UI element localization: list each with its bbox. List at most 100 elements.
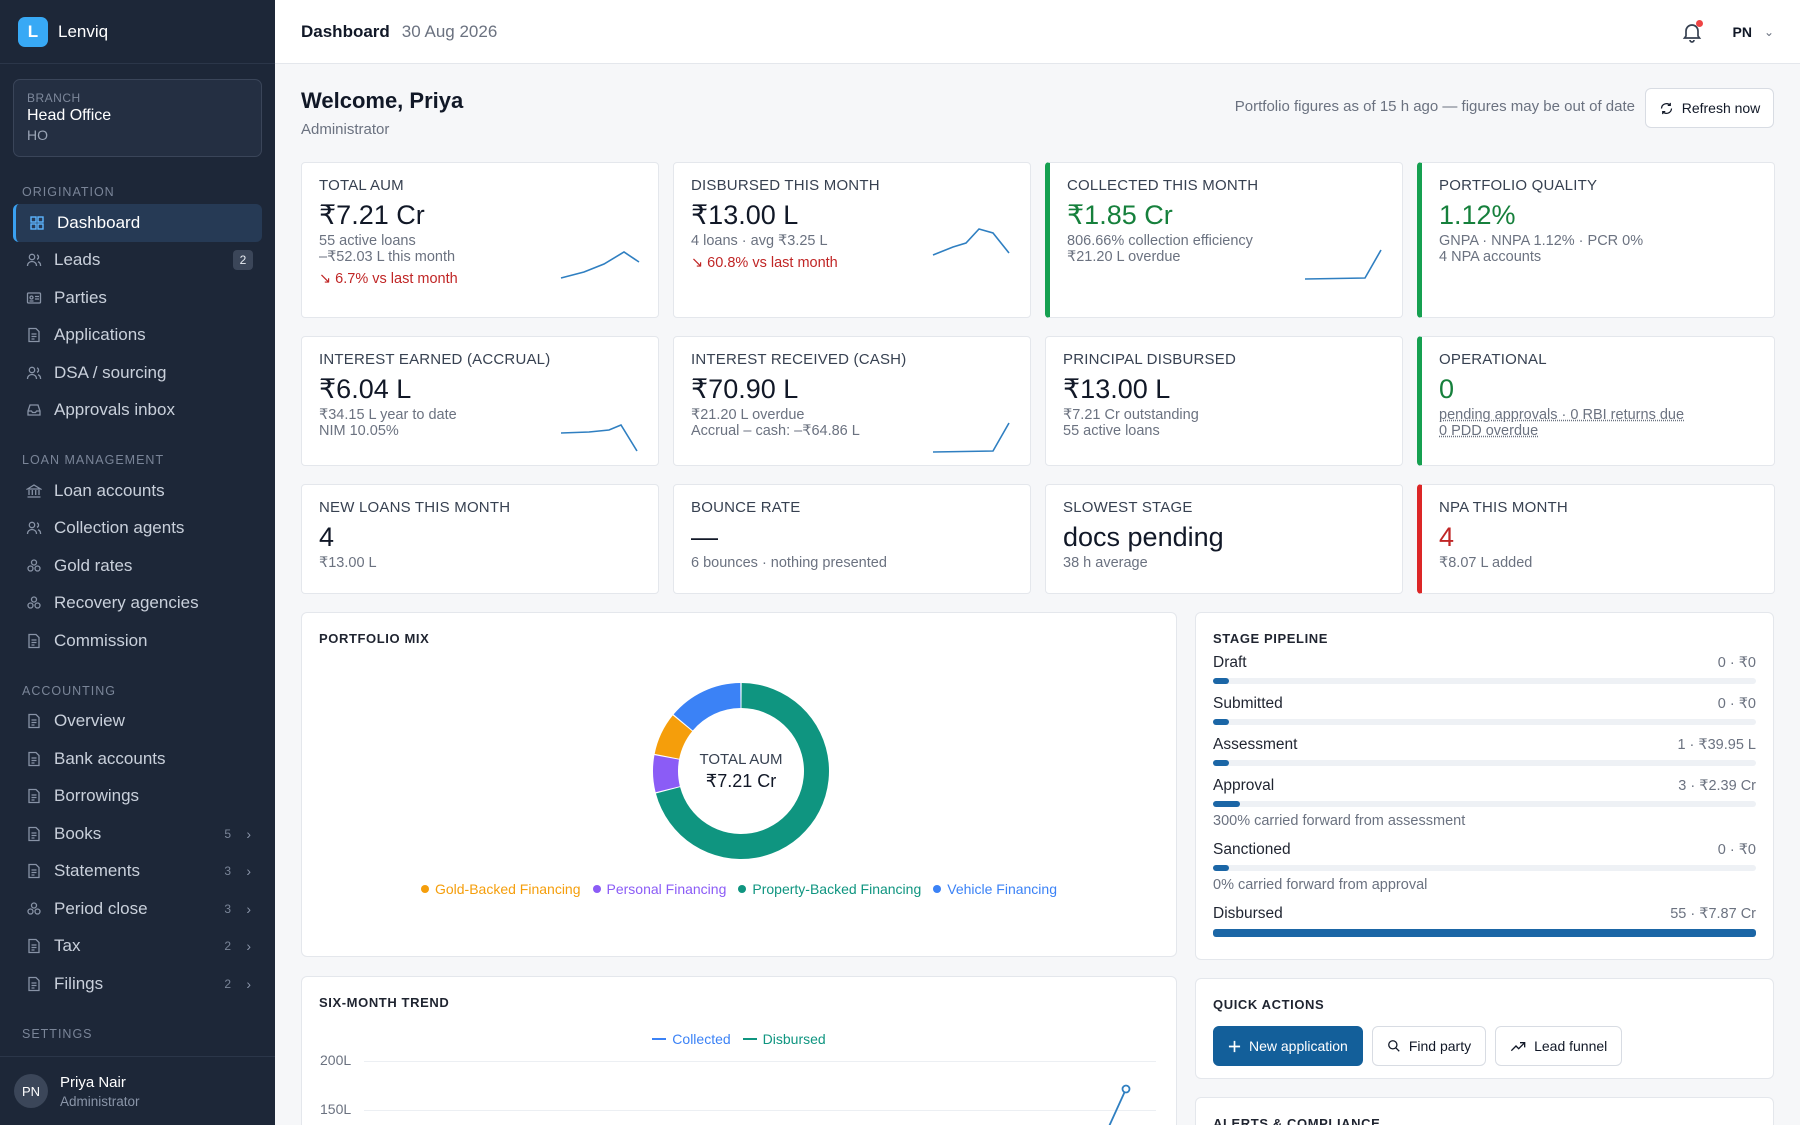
sidebar-item-label: Collection agents [54,518,184,538]
kpi-sub: ₹8.07 L added [1439,555,1757,571]
stage-row-submitted[interactable]: Submitted 0 · ₹0 [1213,695,1756,736]
kpi-label: NPA THIS MONTH [1439,499,1757,516]
trend-legend-item[interactable]: Collected [652,1031,730,1047]
item-count: 2 [224,977,231,991]
sidebar-item-bank-accounts[interactable]: Bank accounts [0,740,275,778]
refresh-button[interactable]: Refresh now [1645,88,1774,128]
pdd-overdue-link[interactable]: 0 PDD overdue [1439,423,1757,439]
sidebar-item-loan-accounts[interactable]: Loan accounts [0,472,275,510]
chevron-right-icon[interactable]: › [246,826,251,842]
kpi-portfolio-quality[interactable]: PORTFOLIO QUALITY 1.12% GNPA · NNPA 1.12… [1417,162,1775,318]
sidebar-item-leads[interactable]: Leads 2 [0,242,275,280]
sidebar-item-filings[interactable]: Filings 2 › [0,965,275,1003]
stage-row-assessment[interactable]: Assessment 1 · ₹39.95 L [1213,736,1756,777]
notifications-button[interactable] [1680,20,1704,44]
operational-link[interactable]: pending approvals · 0 RBI returns due [1439,407,1757,423]
panel-title: SIX-MONTH TREND [319,995,1159,1010]
sidebar-item-recovery-agencies[interactable]: Recovery agencies [0,585,275,623]
sidebar-nav: ORIGINATION Dashboard Leads 2 Parties Applica… [0,171,275,1041]
kpi-label: TOTAL AUM [319,177,641,194]
find-party-button[interactable]: Find party [1372,1026,1486,1066]
legend-dot [933,885,941,893]
y-tick: 150L [320,1101,351,1117]
panel-title: STAGE PIPELINE [1213,631,1756,646]
user-profile[interactable]: PN Priya Nair Administrator [0,1056,275,1125]
kpi-interest-accrual[interactable]: INTEREST EARNED (ACCRUAL) ₹6.04 L ₹34.15… [301,336,659,466]
sidebar-item-applications[interactable]: Applications [0,317,275,355]
branch-code: HO [27,127,248,143]
kpi-bounce-rate[interactable]: BOUNCE RATE — 6 bounces · nothing presen… [673,484,1031,594]
trend-legend-item[interactable]: Disbursed [743,1031,826,1047]
mix-legend-item[interactable]: Gold-Backed Financing [421,881,581,897]
sidebar-item-dsa-sourcing[interactable]: DSA / sourcing [0,354,275,392]
stage-bar-fill [1213,929,1756,937]
stage-note: 300% carried forward from assessment [1213,813,1465,829]
trend-legend: Collected Disbursed [302,1031,1176,1047]
stage-bar-fill [1213,678,1229,684]
kpi-sub: 55 active loans [1063,423,1385,439]
kpi-label: OPERATIONAL [1439,351,1757,368]
kpi-new-loans[interactable]: NEW LOANS THIS MONTH 4 ₹13.00 L [301,484,659,594]
sidebar-item-approvals-inbox[interactable]: Approvals inbox [0,392,275,430]
kpi-slowest-stage[interactable]: SLOWEST STAGE docs pending 38 h average [1045,484,1403,594]
gridline [364,1110,1156,1111]
sidebar-item-books[interactable]: Books 5 › [0,815,275,853]
sidebar-item-collection-agents[interactable]: Collection agents [0,510,275,548]
kpi-label: INTEREST EARNED (ACCRUAL) [319,351,641,368]
count-badge: 2 [233,250,253,270]
kpi-operational[interactable]: OPERATIONAL 0 pending approvals · 0 RBI … [1417,336,1775,466]
sidebar-item-gold-rates[interactable]: Gold rates [0,547,275,585]
branch-label: BRANCH [27,91,248,105]
sidebar-item-parties[interactable]: Parties [0,279,275,317]
user-menu-initials[interactable]: PN [1732,24,1751,40]
stage-bar-track [1213,865,1756,871]
legend-line [652,1038,666,1040]
legend-label: Gold-Backed Financing [435,881,581,897]
stage-name: Sanctioned [1213,841,1291,859]
stage-row-draft[interactable]: Draft 0 · ₹0 [1213,654,1756,695]
kpi-principal-disbursed[interactable]: PRINCIPAL DISBURSED ₹13.00 L ₹7.21 Cr ou… [1045,336,1403,466]
stage-row-disbursed[interactable]: Disbursed 55 · ₹7.87 Cr [1213,905,1756,946]
kpi-sub: 6 bounces · nothing presented [691,555,1013,571]
kpi-npa-month[interactable]: NPA THIS MONTH 4 ₹8.07 L added [1417,484,1775,594]
new-application-button[interactable]: New application [1213,1026,1363,1066]
lead-funnel-button[interactable]: Lead funnel [1495,1026,1622,1066]
branch-selector[interactable]: BRANCH Head Office HO [13,79,262,157]
kpi-interest-cash[interactable]: INTEREST RECEIVED (CASH) ₹70.90 L ₹21.20… [673,336,1031,466]
sidebar-item-overview[interactable]: Overview [0,703,275,741]
chevron-right-icon[interactable]: › [246,976,251,992]
brand[interactable]: L Lenviq [0,0,275,64]
kpi-total-aum[interactable]: TOTAL AUM ₹7.21 Cr 55 active loans –₹52.… [301,162,659,318]
stage-row-approval[interactable]: Approval 3 · ₹2.39 Cr 300% carried forward… [1213,777,1756,841]
stage-value: 1 · ₹39.95 L [1677,737,1756,753]
panel-title: QUICK ACTIONS [1213,997,1756,1012]
app-name: Lenviq [58,22,108,42]
sidebar-item-commission[interactable]: Commission [0,622,275,660]
mix-legend-item[interactable]: Property-Backed Financing [738,881,921,897]
chevron-right-icon[interactable]: › [246,901,251,917]
stage-value: 55 · ₹7.87 Cr [1670,906,1756,922]
welcome-role: Administrator [301,121,389,138]
kpi-disbursed[interactable]: DISBURSED THIS MONTH ₹13.00 L 4 loans · … [673,162,1031,318]
sidebar-item-statements[interactable]: Statements 3 › [0,853,275,891]
sidebar-item-dashboard[interactable]: Dashboard [13,204,262,242]
mix-legend-item[interactable]: Vehicle Financing [933,881,1057,897]
kpi-sub: GNPA · NNPA 1.12% · PCR 0% [1439,233,1757,249]
sidebar-item-label: Approvals inbox [54,400,175,420]
sidebar-item-tax[interactable]: Tax 2 › [0,928,275,966]
kpi-value: 0 [1439,374,1757,405]
sidebar-item-period-close[interactable]: Period close 3 › [0,890,275,928]
kpi-collected[interactable]: COLLECTED THIS MONTH ₹1.85 Cr 806.66% co… [1045,162,1403,318]
mix-legend-item[interactable]: Personal Financing [593,881,727,897]
sidebar-item-borrowings[interactable]: Borrowings [0,778,275,816]
chevron-right-icon[interactable]: › [246,863,251,879]
y-tick: 200L [320,1052,351,1068]
chevron-down-icon[interactable]: ⌄ [1764,25,1774,39]
sidebar-item-label: Gold rates [54,556,132,576]
donut-center-label: TOTAL AUM [699,751,782,768]
alerts-compliance-panel: ALERTS & COMPLIANCE [1195,1097,1774,1125]
chevron-right-icon[interactable]: › [246,938,251,954]
stage-row-sanctioned[interactable]: Sanctioned 0 · ₹0 0% carried forward from … [1213,841,1756,905]
document-icon [26,327,42,343]
page-date: 30 Aug 2026 [402,22,497,42]
